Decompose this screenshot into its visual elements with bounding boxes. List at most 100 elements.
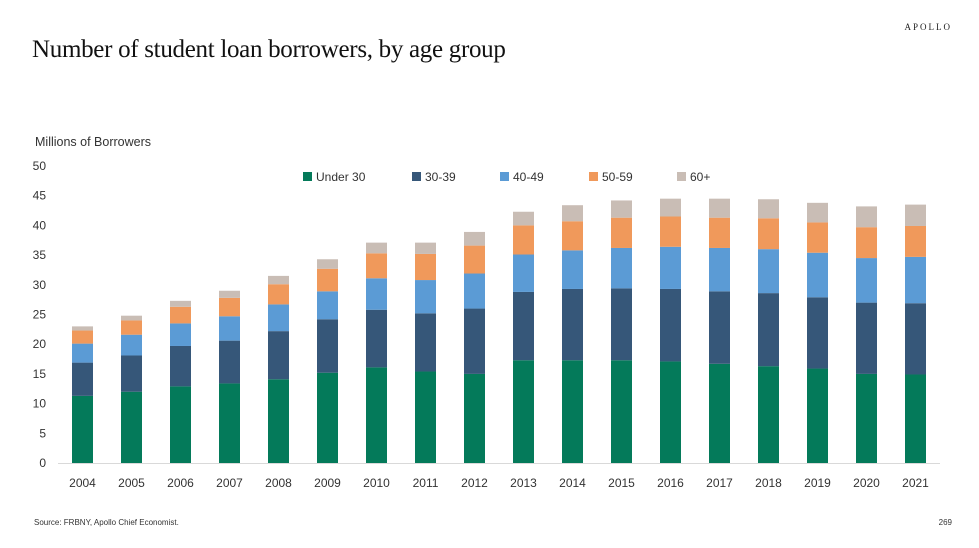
legend-label: 50-59 — [602, 170, 633, 184]
page-number: 269 — [938, 518, 952, 527]
bar-segment-30-39-2014 — [562, 288, 583, 361]
bar-segment-40-49-2010 — [366, 278, 387, 310]
bar-segment-50-59-2012 — [464, 245, 485, 274]
bar-segment-50-59-2019 — [807, 222, 828, 253]
legend-swatch — [412, 172, 421, 181]
y-tick-label: 10 — [33, 397, 47, 411]
bar-segment-40-49-2008 — [268, 304, 289, 332]
x-tick-label: 2014 — [559, 476, 586, 490]
bar-segment-30-39-2015 — [611, 288, 632, 361]
y-tick-label: 25 — [33, 308, 47, 322]
bar-segment-60-2015 — [611, 200, 632, 218]
bar-segment-40-49-2011 — [415, 280, 436, 314]
legend-swatch — [303, 172, 312, 181]
bar-segment-under-30-2004 — [72, 395, 93, 463]
bar-segment-50-59-2017 — [709, 217, 730, 248]
y-axis-ticks: 0 5 10 15 20 25 30 35 40 45 50 — [33, 159, 47, 470]
bar-segment-40-49-2016 — [660, 246, 681, 289]
bar-segment-40-49-2021 — [905, 256, 926, 304]
x-tick-label: 2005 — [118, 476, 145, 490]
bar-segment-40-49-2009 — [317, 291, 338, 320]
bar-segment-50-59-2004 — [72, 330, 93, 344]
y-tick-label: 20 — [33, 337, 47, 351]
x-tick-label: 2011 — [413, 476, 439, 490]
bar-segment-60-2005 — [121, 315, 142, 321]
bar-segment-50-59-2016 — [660, 216, 681, 247]
y-axis-label: Millions of Borrowers — [35, 135, 152, 149]
bar-segment-40-49-2017 — [709, 247, 730, 292]
bar-segment-40-49-2020 — [856, 258, 877, 303]
bar-segment-under-30-2021 — [905, 374, 926, 463]
x-tick-label: 2006 — [167, 476, 194, 490]
bar-segment-under-30-2014 — [562, 360, 583, 463]
y-tick-label: 0 — [39, 456, 46, 470]
x-tick-label: 2019 — [804, 476, 831, 490]
bar-segment-50-59-2007 — [219, 297, 240, 317]
x-tick-label: 2012 — [461, 476, 488, 490]
x-tick-label: 2013 — [510, 476, 537, 490]
bar-segment-60-2017 — [709, 198, 730, 218]
bar-segment-30-39-2016 — [660, 288, 681, 362]
x-tick-label: 2020 — [853, 476, 880, 490]
bar-segment-50-59-2018 — [758, 218, 779, 250]
bar-segment-under-30-2010 — [366, 367, 387, 463]
bar-segment-60-2006 — [170, 300, 191, 307]
bar-segment-40-49-2013 — [513, 254, 534, 292]
bar-segment-60-2021 — [905, 204, 926, 226]
bar-segment-50-59-2011 — [415, 253, 436, 281]
bar-segment-30-39-2021 — [905, 303, 926, 375]
bar-segment-50-59-2014 — [562, 221, 583, 251]
bar-segment-60-2019 — [807, 202, 828, 223]
legend-label: Under 30 — [316, 170, 366, 184]
bar-segment-60-2004 — [72, 326, 93, 331]
bar-segment-60-2010 — [366, 242, 387, 254]
bar-segment-40-49-2004 — [72, 343, 93, 363]
bar-segment-50-59-2006 — [170, 306, 191, 324]
bar-segment-30-39-2007 — [219, 340, 240, 384]
bar-segment-under-30-2006 — [170, 386, 191, 463]
legend-swatch — [589, 172, 598, 181]
bar-segment-40-49-2007 — [219, 316, 240, 341]
bar-segment-30-39-2008 — [268, 331, 289, 380]
bar-segment-60-2013 — [513, 211, 534, 226]
legend-label: 40-49 — [513, 170, 544, 184]
y-tick-label: 15 — [33, 367, 47, 381]
x-tick-label: 2010 — [363, 476, 390, 490]
bar-segment-60-2012 — [464, 231, 485, 246]
bar-segment-60-2020 — [856, 206, 877, 228]
bar-segment-under-30-2019 — [807, 368, 828, 463]
bar-segment-under-30-2012 — [464, 373, 485, 463]
x-tick-label: 2008 — [265, 476, 292, 490]
bar-segment-60-2014 — [562, 205, 583, 222]
bar-segment-50-59-2008 — [268, 284, 289, 305]
y-tick-label: 35 — [33, 248, 47, 262]
bar-segment-40-49-2005 — [121, 334, 142, 356]
bar-segment-30-39-2011 — [415, 313, 436, 372]
bar-segment-40-49-2018 — [758, 249, 779, 294]
x-tick-label: 2017 — [706, 476, 733, 490]
legend-label: 60+ — [690, 170, 710, 184]
bar-segment-30-39-2004 — [72, 362, 93, 396]
legend-swatch — [500, 172, 509, 181]
x-axis-ticks: 2004 2005 2006 2007 2008 2009 2010 2011 2012 2013… — [69, 476, 929, 490]
bar-segment-40-49-2015 — [611, 247, 632, 289]
bar-segment-under-30-2015 — [611, 360, 632, 463]
bar-segment-under-30-2017 — [709, 363, 730, 463]
bar-segment-30-39-2019 — [807, 297, 828, 369]
bar-segment-30-39-2017 — [709, 291, 730, 364]
bar-segment-50-59-2009 — [317, 268, 338, 292]
x-tick-label: 2004 — [69, 476, 96, 490]
y-tick-label: 45 — [33, 189, 47, 203]
bar-segment-30-39-2020 — [856, 302, 877, 374]
bar-segment-under-30-2009 — [317, 372, 338, 463]
bar-segment-under-30-2007 — [219, 383, 240, 463]
bar-segment-50-59-2020 — [856, 227, 877, 259]
bar-segment-60-2007 — [219, 290, 240, 298]
bar-segment-30-39-2018 — [758, 293, 779, 367]
legend: Under 30 30-39 40-49 50-59 60+ — [303, 170, 710, 184]
bar-segment-30-39-2013 — [513, 291, 534, 361]
legend-swatch — [677, 172, 686, 181]
y-tick-label: 50 — [33, 159, 47, 173]
bar-segment-30-39-2009 — [317, 319, 338, 373]
bar-segment-under-30-2011 — [415, 371, 436, 463]
